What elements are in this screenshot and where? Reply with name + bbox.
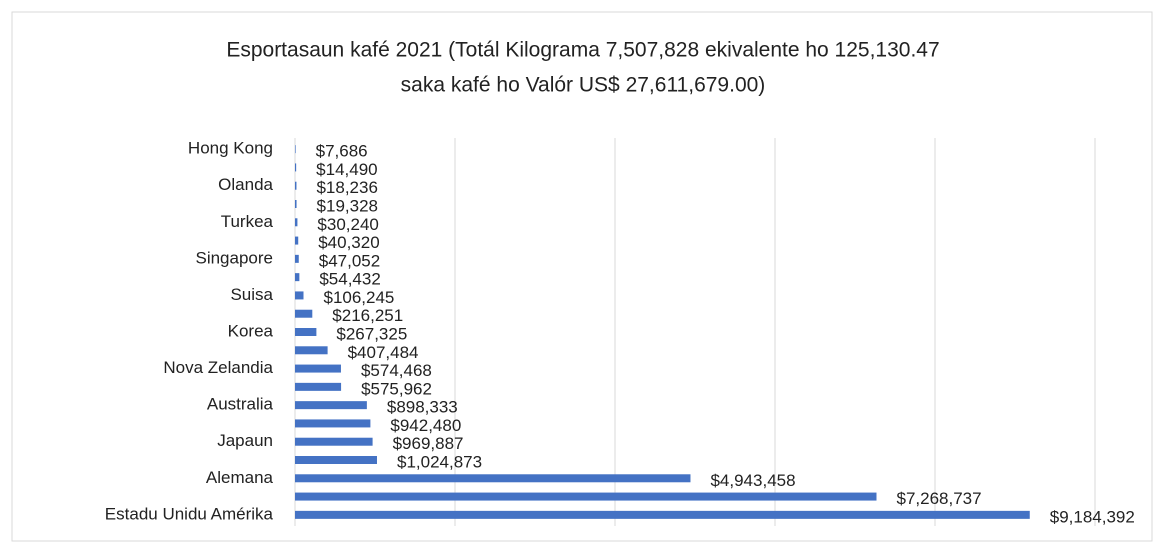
data-label: $4,943,458 xyxy=(710,471,795,490)
bar xyxy=(295,419,371,428)
data-label: $407,484 xyxy=(348,343,419,362)
y-tick-label: Korea xyxy=(228,321,274,340)
data-label: $14,490 xyxy=(316,160,377,179)
data-label: $267,325 xyxy=(336,324,407,343)
data-label: $40,320 xyxy=(318,233,379,252)
bar xyxy=(295,145,296,154)
bar xyxy=(295,474,691,483)
y-tick-label: Olanda xyxy=(218,175,273,194)
bar xyxy=(295,254,299,263)
bar xyxy=(295,273,300,282)
bar xyxy=(295,200,297,208)
bar xyxy=(295,401,367,410)
bar xyxy=(295,291,304,300)
bar xyxy=(295,218,298,227)
y-tick-label: Suisa xyxy=(230,285,273,304)
data-label: $19,328 xyxy=(317,196,378,215)
data-label: $1,024,873 xyxy=(397,452,482,471)
chart-title: saka kafé ho Valór US$ 27,611,679.00) xyxy=(401,74,766,97)
bar xyxy=(295,236,299,245)
bar xyxy=(295,456,377,464)
y-tick-label: Nova Zelandia xyxy=(163,358,273,377)
bar xyxy=(295,510,1030,519)
data-label: $47,052 xyxy=(319,251,380,270)
bar xyxy=(295,309,313,318)
bar xyxy=(295,364,341,373)
data-label: $969,887 xyxy=(393,434,464,453)
bar xyxy=(295,328,317,336)
y-tick-label: Hong Kong xyxy=(188,139,273,158)
data-label: $7,268,737 xyxy=(896,489,981,508)
chart-border xyxy=(11,11,1153,542)
data-label: $574,468 xyxy=(361,361,432,380)
bar xyxy=(295,163,297,172)
data-label: $9,184,392 xyxy=(1050,507,1135,526)
chart-title: Esportasaun kafé 2021 (Totál Kilograma 7… xyxy=(226,39,939,62)
y-tick-label: Turkea xyxy=(221,212,274,231)
data-label: $942,480 xyxy=(390,416,461,435)
bar xyxy=(295,346,328,355)
y-tick-label: Estadu Unidu Amérika xyxy=(105,504,274,523)
data-label: $216,251 xyxy=(332,306,403,325)
bar xyxy=(295,382,342,391)
y-tick-label: Australia xyxy=(207,395,274,414)
data-label: $7,686 xyxy=(316,142,368,161)
data-label: $898,333 xyxy=(387,398,458,417)
data-label: $54,432 xyxy=(319,270,380,289)
y-tick-label: Japaun xyxy=(217,431,273,450)
bar xyxy=(295,492,877,501)
data-label: $575,962 xyxy=(361,379,432,398)
y-tick-label: Alemana xyxy=(206,468,274,487)
data-label: $18,236 xyxy=(316,178,377,197)
y-tick-label: Singapore xyxy=(195,248,273,267)
data-label: $106,245 xyxy=(323,288,394,307)
bar xyxy=(295,181,297,190)
bar xyxy=(295,437,373,446)
data-label: $30,240 xyxy=(317,215,378,234)
